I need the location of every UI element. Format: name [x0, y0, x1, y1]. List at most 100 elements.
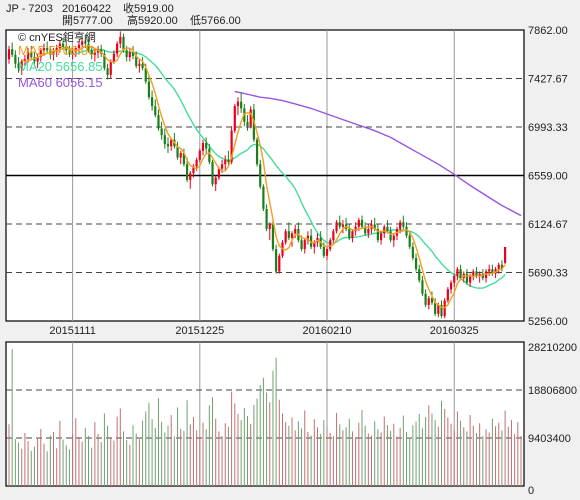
candle-body	[335, 222, 338, 232]
candle-body	[135, 55, 138, 66]
candle	[338, 215, 341, 229]
candle	[116, 41, 119, 58]
candle-body	[408, 235, 411, 247]
candle-body	[166, 144, 170, 147]
candle	[379, 231, 383, 245]
candle-body	[230, 130, 233, 162]
candle	[459, 264, 462, 281]
candle-body	[17, 63, 20, 69]
candle	[201, 139, 205, 156]
candle	[93, 48, 96, 62]
volume-y-tick-label: 18806800	[528, 385, 577, 397]
candle	[440, 300, 443, 319]
candle-body	[36, 57, 39, 62]
candle-body	[338, 222, 341, 227]
y-tick-label: 6559.00	[528, 171, 568, 183]
candle	[310, 228, 313, 250]
candle	[446, 287, 449, 303]
ma60-line	[234, 90, 522, 217]
candle-body	[30, 52, 33, 58]
candle	[233, 103, 236, 133]
candle	[42, 43, 46, 56]
candle-body	[268, 224, 271, 229]
candle	[208, 144, 211, 165]
candle	[325, 246, 329, 261]
candle-body	[211, 161, 214, 185]
volume-y-tick-label: 0	[528, 485, 534, 497]
candle-body	[437, 304, 440, 314]
candle	[58, 40, 61, 53]
candle-body	[58, 43, 61, 49]
candle	[198, 148, 201, 162]
candle	[68, 45, 71, 58]
candle-body	[446, 289, 449, 301]
candle-body	[138, 63, 141, 66]
candle	[341, 220, 345, 234]
y-tick-label: 7862.00	[528, 25, 568, 37]
candle	[414, 253, 418, 272]
candle-body	[170, 139, 173, 147]
candle	[36, 53, 39, 69]
x-tick-label: 20151225	[175, 325, 224, 337]
candle-body	[434, 302, 437, 314]
candle-body	[411, 246, 414, 259]
candle-body	[294, 228, 297, 234]
candle-body	[131, 52, 135, 56]
candle-body	[90, 50, 93, 55]
candle	[185, 157, 189, 183]
candle-body	[42, 48, 46, 51]
candle-body	[453, 275, 456, 283]
candle	[163, 128, 166, 149]
candle-body	[240, 101, 243, 109]
candle	[106, 63, 109, 80]
candle-body	[246, 121, 249, 127]
candle	[52, 48, 55, 61]
candle	[271, 217, 275, 252]
candle-body	[491, 269, 494, 274]
candle-body	[475, 271, 478, 276]
candle-body	[351, 231, 354, 238]
candle	[138, 59, 141, 73]
candle-body	[236, 101, 240, 107]
candle	[284, 228, 287, 245]
candle-body	[87, 43, 90, 51]
candle	[112, 50, 116, 64]
candle-body	[459, 269, 462, 279]
candle-body	[192, 166, 195, 174]
candle	[287, 222, 290, 241]
candle-body	[500, 264, 504, 270]
candle-body	[11, 49, 14, 55]
candle-body	[332, 231, 335, 241]
candle-body	[497, 264, 500, 270]
candle-body	[220, 164, 224, 169]
candle	[211, 159, 214, 187]
candle-body	[189, 173, 192, 180]
candle	[421, 275, 424, 296]
candle-body	[176, 146, 179, 158]
candle	[278, 253, 281, 274]
y-tick-label: 6993.33	[528, 122, 568, 134]
candle-body	[77, 44, 81, 49]
candle-body	[348, 228, 351, 238]
candle	[332, 228, 335, 243]
open-price-label: 開5777.00	[62, 15, 113, 27]
candle	[275, 244, 278, 274]
candle	[17, 57, 20, 73]
candle	[236, 97, 240, 116]
candle-body	[201, 143, 205, 151]
y-tick-label: 6124.67	[528, 219, 568, 231]
candle-body	[7, 49, 11, 60]
candle-body	[93, 52, 96, 55]
candle	[386, 220, 389, 234]
candle-body	[227, 159, 230, 162]
candle-body	[360, 220, 364, 227]
candle-body	[249, 109, 252, 127]
candle-body	[163, 135, 166, 145]
candle	[39, 48, 42, 62]
candle-body	[265, 208, 268, 229]
candle-body	[198, 150, 201, 160]
candle	[33, 52, 36, 66]
candle-body	[157, 115, 160, 129]
candle	[128, 48, 131, 62]
candle-body	[478, 273, 481, 276]
